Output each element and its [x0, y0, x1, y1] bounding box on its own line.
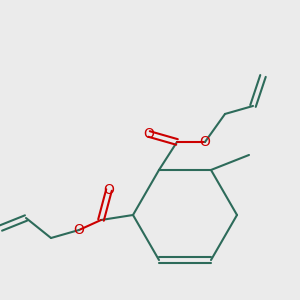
Text: O: O	[74, 223, 84, 237]
Text: O: O	[103, 183, 114, 197]
Text: O: O	[144, 127, 154, 141]
Text: O: O	[200, 135, 210, 149]
